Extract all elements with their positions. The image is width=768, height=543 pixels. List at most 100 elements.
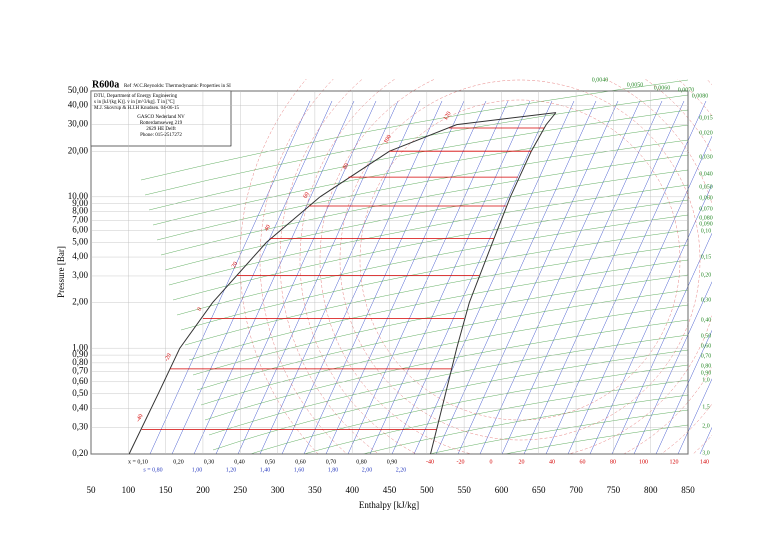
quality-label: x = 0,10 [128,459,148,465]
isentrope [457,100,619,455]
saturation-curve [128,112,556,455]
isotherm-label: 100 [383,134,393,145]
y-tick-label: 5,00 [72,236,88,246]
isotherm-label: 80 [342,163,350,171]
y-tick-label: 0,80 [72,357,88,367]
mask-top [0,0,768,79]
volume-label: 0,20 [701,272,712,278]
isochore [152,124,689,226]
y-tick-label: 4,00 [72,251,88,261]
x-tick-label: 50 [87,485,97,495]
volume-label: 0,090 [699,221,713,227]
bottom-temperature-label: -20 [457,459,465,465]
isotherm-label: 120 [443,111,453,122]
volume-label: 0,040 [699,171,713,177]
bottom-temperature-label: -40 [426,459,434,465]
isochore [200,304,689,406]
volume-label: 3,0 [702,450,710,456]
isochore [168,184,689,286]
isochore [156,139,689,241]
volume-label: 0,020 [699,130,713,136]
isotherm-label: 40 [264,224,272,232]
entropy-label: 2,20 [396,467,407,473]
volume-label: 0,070 [699,206,713,212]
y-tick-label: 0,20 [72,448,88,458]
y-tick-label: 0,60 [72,376,88,386]
isochore [188,259,689,361]
isochore [148,109,689,211]
chart-subtitle: Ref :W.C.Reynolds: Thermodynamic Propert… [124,84,231,89]
sponsor-line: 2629 HE Delft [146,127,176,132]
quality-label: 0,50 [265,459,276,465]
isentrope [193,100,355,455]
isentrope [215,100,377,455]
x-tick-label: 800 [644,485,658,495]
volume-label: 0,90 [701,370,712,376]
volume-label: 0,015 [699,115,713,121]
y-tick-label: 10,00 [68,191,89,201]
entropy-label: 2,00 [362,467,373,473]
x-tick-label: 600 [495,485,509,495]
quality-label: 0,40 [234,459,245,465]
y-tick-label: 6,00 [72,224,88,234]
x-tick-label: 450 [383,485,397,495]
x-tick-label: 750 [607,485,621,495]
bottom-temperature-label: 100 [639,459,648,465]
isentrope [347,100,509,455]
y-tick-label: 9,00 [72,198,88,208]
quality-label: 0,90 [387,459,398,465]
y-tick-label: 0,30 [72,421,88,431]
isentrope [259,100,421,455]
isotherm-label: 0 [197,307,204,313]
info-line: DTU, Department of Energy Engineering [94,94,178,99]
bottom-temperature-label: 140 [700,459,709,465]
bottom-temperature-label: 20 [519,459,525,465]
y-tick-label: 0,70 [72,366,88,376]
volume-label: 0,60 [701,343,712,349]
bottom-temperature-label: 60 [580,459,586,465]
isochore [140,79,689,181]
volume-label: 0,80 [701,363,712,369]
info-line: M.J. Skovrup & H.J.H Knudsen. 04-06-15 [94,106,180,111]
y-tick-label: 2,00 [72,297,88,307]
quality-label: 0,70 [326,459,337,465]
volume-label: 0,0080 [692,93,709,99]
info-line: s in [kJ/(kg K)]. v in [m^3/kg]. T in [º… [94,99,175,105]
y-tick-label: 3,00 [72,270,88,280]
volume-label: 0,50 [701,333,712,339]
quality-label: 0,30 [204,459,215,465]
y-tick-label: 40,00 [68,100,89,110]
bottom-temperature-label: 80 [610,459,616,465]
x-tick-label: 700 [569,485,583,495]
volume-label: 0,10 [701,228,712,234]
sponsor-line: GASCO Nederland NV [137,115,185,120]
isotherm-arc [339,79,701,441]
entropy-label: 1,40 [260,467,271,473]
volume-label: 0,030 [699,154,713,160]
isentrope [567,100,729,455]
x-tick-label: 150 [159,485,173,495]
entropy-label: 1,20 [226,467,237,473]
x-tick-label: 100 [122,485,136,495]
isochore [192,274,689,376]
isentrope [369,100,531,455]
volume-label: 1,0 [702,377,710,383]
isentrope [479,100,641,455]
y-tick-label: 0,90 [72,349,88,359]
y-tick-label: 1,00 [72,342,88,352]
y-tick-label: 7,00 [72,214,88,224]
isochore [204,319,689,421]
y-tick-label: 50,00 [68,85,89,95]
isochore [160,154,689,256]
isentrope [413,100,575,455]
y-tick-label: 0,50 [72,388,88,398]
mask-right [712,0,768,543]
isentrope [391,100,553,455]
volume-label: 0,0060 [654,85,671,91]
volume-label: 0,0070 [678,87,695,93]
isotherm-arc [259,0,768,521]
isentrope [303,100,465,455]
x-axis-label: Enthalpy [kJ/kg] [359,500,419,510]
x-tick-label: 250 [234,485,248,495]
x-tick-label: 650 [532,485,546,495]
